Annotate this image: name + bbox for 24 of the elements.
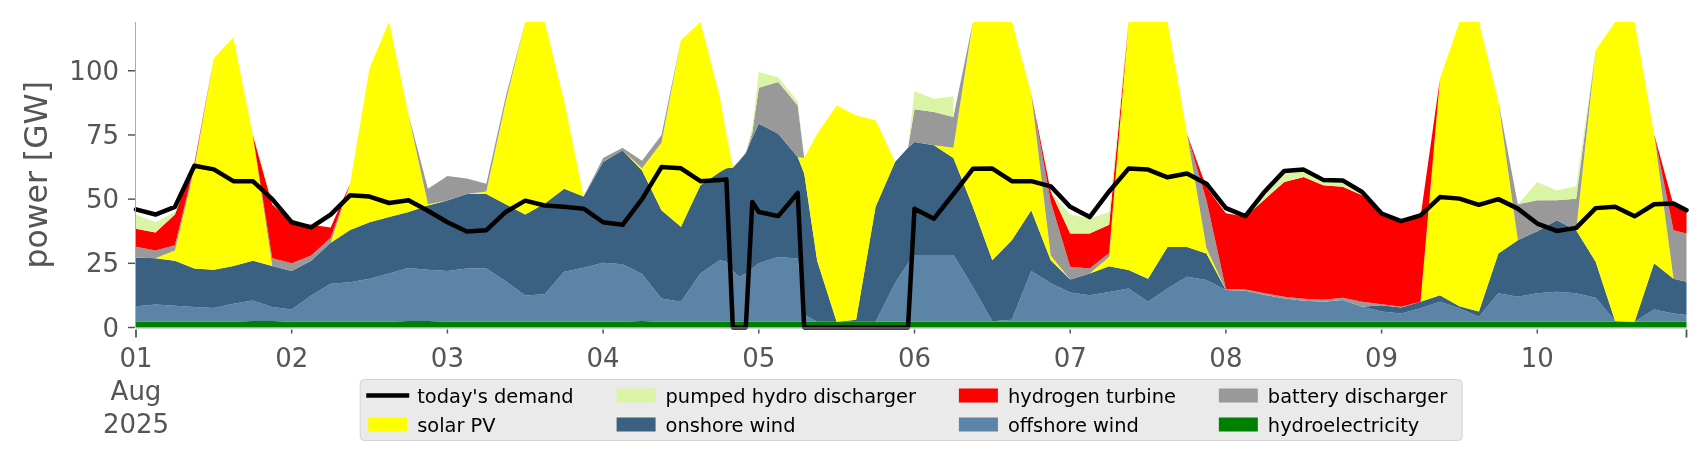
y-axis-title: power [GW] [18, 80, 54, 269]
x-tick-label: 02 [275, 342, 309, 373]
x-tick-label: 06 [897, 342, 932, 373]
legend-label: solar PV [417, 413, 497, 436]
y-tick-label: 25 [85, 248, 119, 279]
x-tick-label: 04 [586, 342, 620, 373]
x-tick-label: 09 [1365, 342, 1399, 373]
y-tick-label: 100 [69, 55, 119, 86]
legend-label: offshore wind [1007, 413, 1139, 436]
legend-label: pumped hydro discharger [665, 384, 916, 407]
y-tick-label: 75 [85, 119, 119, 150]
x-tick-label: 05 [742, 342, 776, 373]
x-tick-label: 08 [1209, 342, 1243, 373]
legend-label: hydrogen turbine [1007, 384, 1176, 407]
legend-label: hydroelectricity [1267, 413, 1420, 436]
x-tick-label: 01 Aug 2025 [102, 342, 170, 439]
legend-label: today's demand [417, 384, 574, 407]
x-tick-label: 03 [430, 342, 464, 373]
legend-label: battery discharger [1267, 384, 1448, 407]
legend-label: onshore wind [665, 413, 796, 436]
y-tick-label: 50 [85, 184, 119, 215]
y-tick-label: 0 [102, 312, 119, 343]
x-tick-label: 10 [1520, 342, 1554, 373]
x-tick-label: 07 [1053, 342, 1087, 373]
